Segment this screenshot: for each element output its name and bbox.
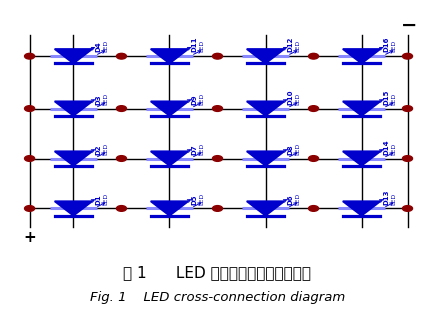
Polygon shape — [150, 151, 188, 166]
Polygon shape — [246, 201, 284, 216]
Text: D14: D14 — [383, 139, 389, 155]
Text: D9: D9 — [191, 94, 197, 105]
Text: LED: LED — [295, 142, 299, 155]
Text: +: + — [23, 229, 36, 244]
Polygon shape — [342, 49, 379, 64]
Polygon shape — [342, 101, 379, 116]
Circle shape — [401, 106, 411, 111]
Text: D13: D13 — [383, 189, 389, 204]
Circle shape — [24, 106, 35, 111]
Circle shape — [212, 156, 222, 162]
Polygon shape — [246, 151, 284, 166]
Circle shape — [308, 206, 318, 211]
Circle shape — [116, 156, 126, 162]
Polygon shape — [246, 49, 284, 64]
Polygon shape — [246, 101, 284, 116]
Text: D2: D2 — [95, 144, 101, 155]
Text: LED: LED — [103, 40, 108, 52]
Circle shape — [212, 53, 222, 59]
Text: 图 1      LED 灯珠交叉阵列连接方式图: 图 1 LED 灯珠交叉阵列连接方式图 — [123, 265, 311, 280]
Polygon shape — [55, 151, 92, 166]
Text: LED: LED — [295, 192, 299, 204]
Polygon shape — [342, 151, 379, 166]
Text: LED: LED — [390, 192, 395, 204]
Polygon shape — [55, 49, 92, 64]
Circle shape — [401, 156, 411, 162]
Text: D1: D1 — [95, 194, 101, 204]
Text: LED: LED — [295, 40, 299, 52]
Text: D12: D12 — [287, 37, 293, 52]
Polygon shape — [150, 101, 188, 116]
Circle shape — [116, 53, 126, 59]
Text: LED: LED — [199, 40, 204, 52]
Text: LED: LED — [199, 142, 204, 155]
Text: −: − — [401, 16, 417, 35]
Circle shape — [24, 206, 35, 211]
Polygon shape — [150, 201, 188, 216]
Text: LED: LED — [103, 92, 108, 105]
Circle shape — [212, 106, 222, 111]
Text: LED: LED — [103, 192, 108, 204]
Text: LED: LED — [390, 92, 395, 105]
Text: D3: D3 — [95, 94, 101, 105]
Circle shape — [24, 156, 35, 162]
Circle shape — [24, 53, 35, 59]
Circle shape — [212, 206, 222, 211]
Polygon shape — [342, 201, 379, 216]
Text: D5: D5 — [191, 194, 197, 204]
Text: LED: LED — [199, 92, 204, 105]
Text: LED: LED — [103, 142, 108, 155]
Circle shape — [116, 206, 126, 211]
Circle shape — [308, 156, 318, 162]
Polygon shape — [55, 101, 92, 116]
Text: D16: D16 — [383, 37, 389, 52]
Text: LED: LED — [390, 142, 395, 155]
Polygon shape — [150, 49, 188, 64]
Text: D11: D11 — [191, 37, 197, 52]
Text: Fig. 1    LED cross-connection diagram: Fig. 1 LED cross-connection diagram — [90, 291, 344, 304]
Text: D8: D8 — [287, 144, 293, 155]
Circle shape — [308, 106, 318, 111]
Text: D15: D15 — [383, 89, 389, 105]
Circle shape — [401, 53, 411, 59]
Polygon shape — [55, 201, 92, 216]
Text: LED: LED — [390, 40, 395, 52]
Text: LED: LED — [295, 92, 299, 105]
Text: D6: D6 — [287, 194, 293, 204]
Text: D4: D4 — [95, 42, 101, 52]
Circle shape — [308, 53, 318, 59]
Text: D10: D10 — [287, 89, 293, 105]
Text: D7: D7 — [191, 144, 197, 155]
Circle shape — [401, 206, 411, 211]
Circle shape — [116, 106, 126, 111]
Text: LED: LED — [199, 192, 204, 204]
